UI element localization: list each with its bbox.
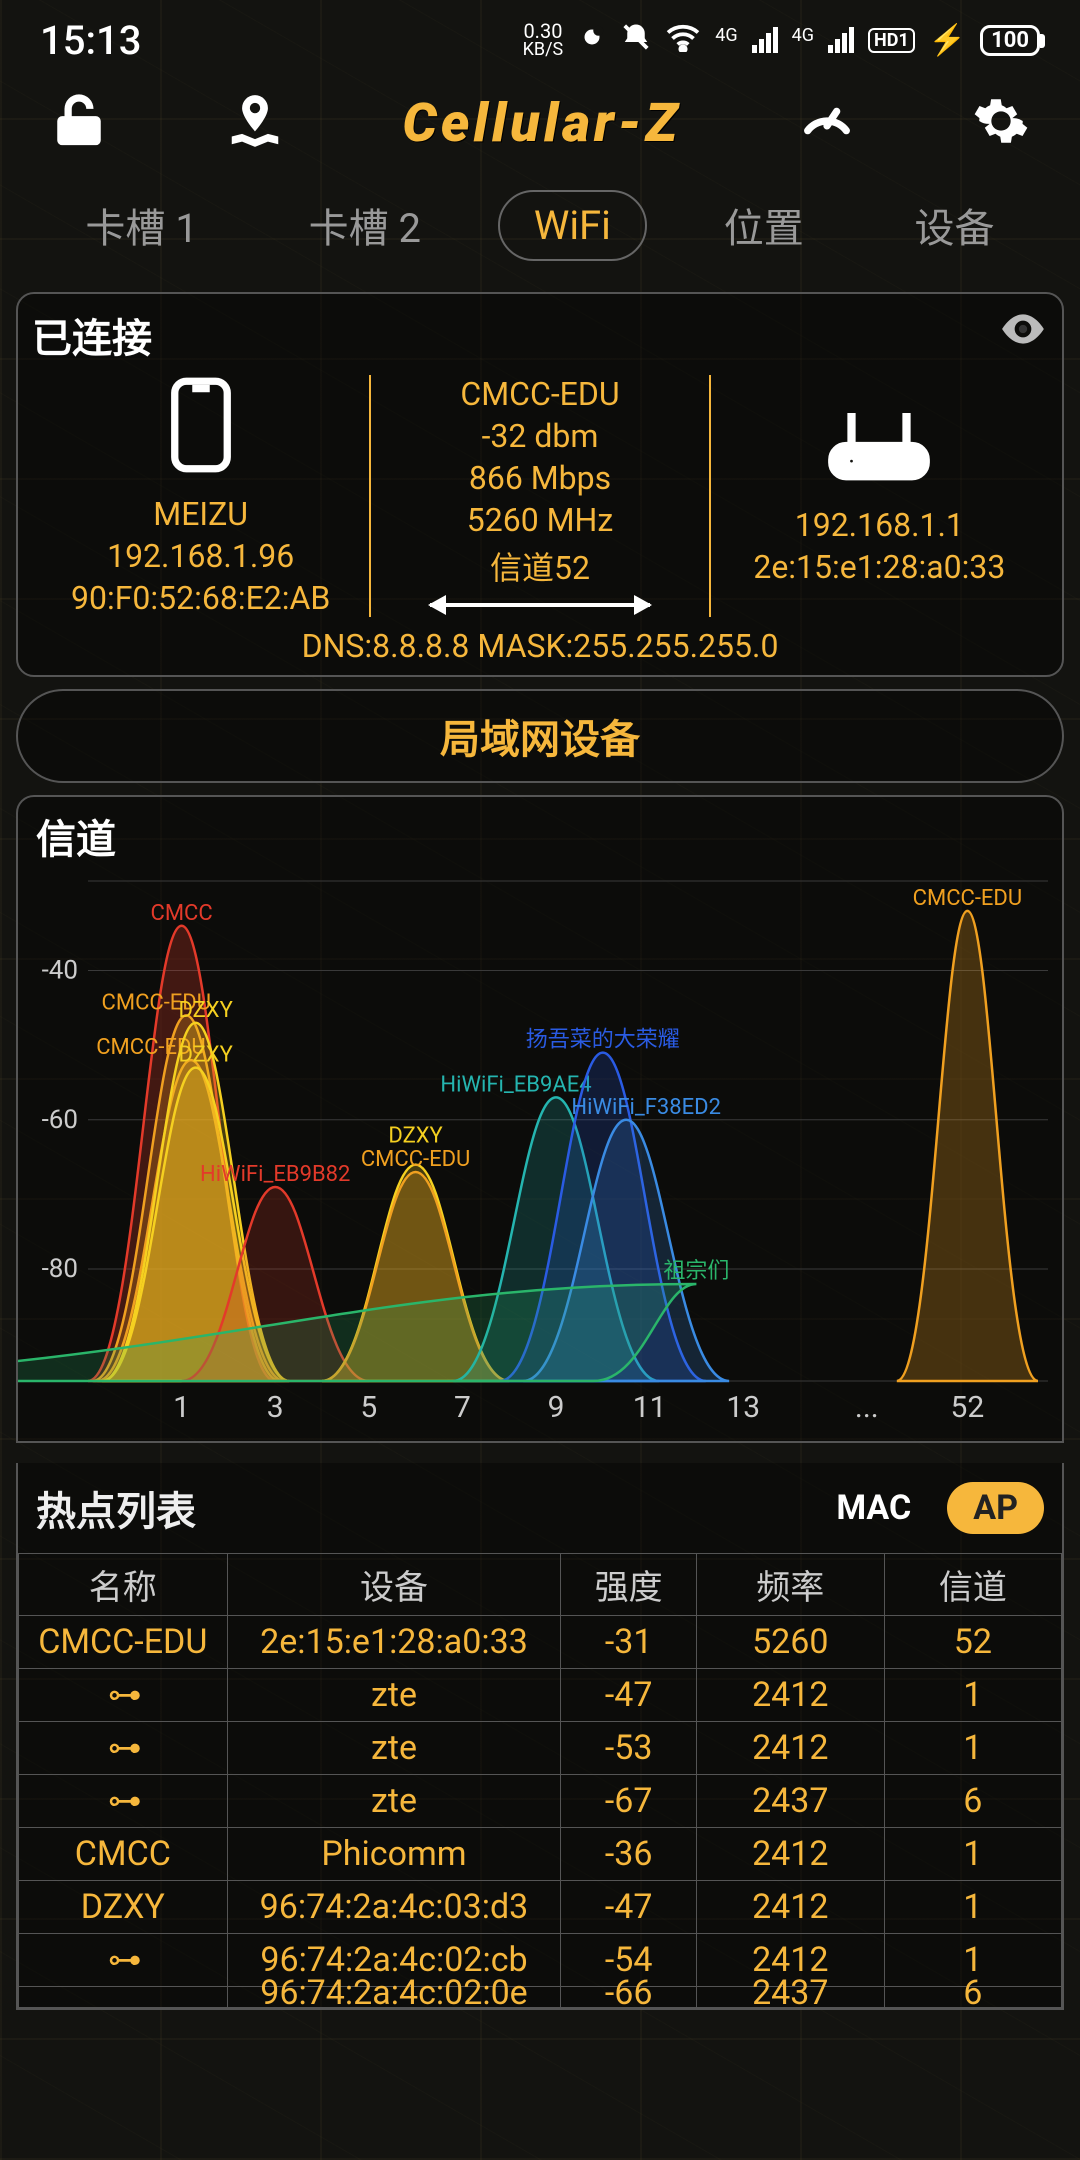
link-rssi: -32 dbm [482,417,599,455]
speed-icon[interactable] [798,92,856,154]
svg-text:HiWiFi_EB9B82: HiWiFi_EB9B82 [200,1162,350,1187]
tab-wifi[interactable]: WiFi [498,190,647,261]
phone-icon [166,375,236,483]
svg-text:CMCC: CMCC [151,901,213,926]
svg-text:1: 1 [173,1390,190,1425]
tab-slot1[interactable]: 卡槽 1 [51,186,231,264]
device-ip: 192.168.1.96 [107,537,294,575]
svg-text:-80: -80 [42,1254,78,1284]
settings-icon[interactable] [972,92,1030,154]
dns-mask: DNS:8.8.8.8 MASK:255.255.255.0 [32,627,1048,665]
svg-text:CMCC-EDU: CMCC-EDU [913,886,1022,911]
bidir-arrow-icon [430,593,650,617]
svg-text:52: 52 [951,1390,985,1425]
signal-1-icon [752,27,778,53]
device-mac: 90:F0:52:68:E2:AB [71,579,330,617]
table-row[interactable]: ⊶96:74:2a:4c:02:cb-5424121 [19,1934,1062,1987]
svg-text:7: 7 [454,1390,471,1425]
table-row[interactable]: DZXY96:74:2a:4c:03:d3-4724121 [19,1881,1062,1934]
status-bar: 15:13 0.30KB/S 4G 4G HD1 ⚡ 100 [0,0,1080,80]
status-icons: 0.30KB/S 4G 4G HD1 ⚡ 100 [523,21,1040,59]
net-badge-2: 4G [792,25,814,46]
mac-toggle[interactable]: MAC [810,1482,937,1534]
svg-text:9: 9 [548,1390,565,1425]
network-speed: 0.30KB/S [523,21,564,59]
svg-text:DZXY: DZXY [178,998,233,1023]
battery-indicator: 100 [980,25,1040,56]
router-icon [824,406,934,494]
wifi-icon [665,22,701,59]
router-ip: 192.168.1.1 [795,506,964,544]
tab-slot2[interactable]: 卡槽 2 [275,186,455,264]
map-pin-icon[interactable] [224,90,286,156]
signal-2-icon [828,27,854,53]
table-header: 信道 [884,1554,1061,1616]
link-column: CMCC-EDU -32 dbm 866 Mbps 5260 MHz 信道52 [369,375,710,617]
app-header: Cellular-Z [0,80,1080,166]
charging-icon: ⚡ [929,23,966,58]
status-time: 15:13 [40,17,141,64]
svg-text:祖宗们: 祖宗们 [663,1259,729,1284]
router-column: 192.168.1.1 2e:15:e1:28:a0:33 [711,375,1048,617]
device-name: MEIZU [153,495,248,533]
tab-bar: 卡槽 1 卡槽 2 WiFi 位置设备 [0,166,1080,284]
app-title: Cellular-Z [403,92,682,155]
link-freq: 5260 MHz [467,501,614,539]
hotspot-panel: 热点列表 MAC AP 名称设备强度频率信道CMCC-EDU2e:15:e1:2… [16,1463,1064,2010]
connected-title: 已连接 [32,306,152,364]
hd-badge: HD1 [868,28,915,53]
svg-text:扬吾菜的大荣耀: 扬吾菜的大荣耀 [526,1028,680,1053]
link-rate: 866 Mbps [469,459,611,497]
svg-text:...: ... [855,1390,879,1425]
svg-text:HiWiFi_F38ED2: HiWiFi_F38ED2 [571,1095,721,1120]
svg-text:13: 13 [726,1390,760,1425]
svg-text:HiWiFi_EB9AE4: HiWiFi_EB9AE4 [440,1072,591,1097]
link-ssid: CMCC-EDU [460,375,619,413]
table-row[interactable]: ⊶zte-4724121 [19,1669,1062,1722]
visibility-icon[interactable] [998,304,1048,365]
link-channel: 信道52 [490,543,590,589]
device-column: MEIZU 192.168.1.96 90:F0:52:68:E2:AB [32,375,369,617]
connected-panel: 已连接 MEIZU 192.168.1.96 90:F0:52:68:E2:AB… [16,292,1064,677]
net-badge-1: 4G [715,25,737,46]
svg-text:-40: -40 [42,956,78,986]
tab-dev[interactable]: 设备 [881,186,1029,264]
hotspot-title: 热点列表 [36,1479,196,1537]
lan-devices-button[interactable]: 局域网设备 [16,689,1064,783]
svg-text:3: 3 [267,1390,284,1425]
dnd-icon [621,22,651,59]
table-row[interactable]: ⊶zte-6724376 [19,1775,1062,1828]
svg-text:DZXY: DZXY [178,1043,233,1068]
hotspot-table: 名称设备强度频率信道CMCC-EDU2e:15:e1:28:a0:33-3152… [18,1553,1062,2008]
tab-loc[interactable]: 位置 [690,186,838,264]
svg-text:5: 5 [360,1390,377,1425]
table-header: 频率 [696,1554,884,1616]
channel-chart: -40-60-80135791113...52CMCCCMCC-EDUCMCC-… [18,871,1066,1431]
table-header: 名称 [19,1554,228,1616]
table-row[interactable]: ⊶zte-5324121 [19,1722,1062,1775]
ap-toggle[interactable]: AP [947,1482,1044,1534]
svg-text:CMCC-EDU: CMCC-EDU [361,1147,470,1172]
svg-text:DZXY: DZXY [388,1124,443,1149]
table-row[interactable]: 96:74:2a:4c:02:0e-6624376 [19,1987,1062,2008]
channel-title: 信道 [18,807,1062,865]
table-header: 强度 [561,1554,697,1616]
router-mac: 2e:15:e1:28:a0:33 [753,548,1005,586]
table-header: 设备 [227,1554,561,1616]
lock-icon[interactable] [50,92,108,154]
table-row[interactable]: CMCCPhicomm-3624121 [19,1828,1062,1881]
channel-panel: 信道 -40-60-80135791113...52CMCCCMCC-EDUCM… [16,795,1064,1443]
svg-text:-60: -60 [42,1105,78,1135]
svg-text:11: 11 [633,1390,667,1425]
table-row[interactable]: CMCC-EDU2e:15:e1:28:a0:33-31526052 [19,1616,1062,1669]
location-status-icon [577,22,607,59]
